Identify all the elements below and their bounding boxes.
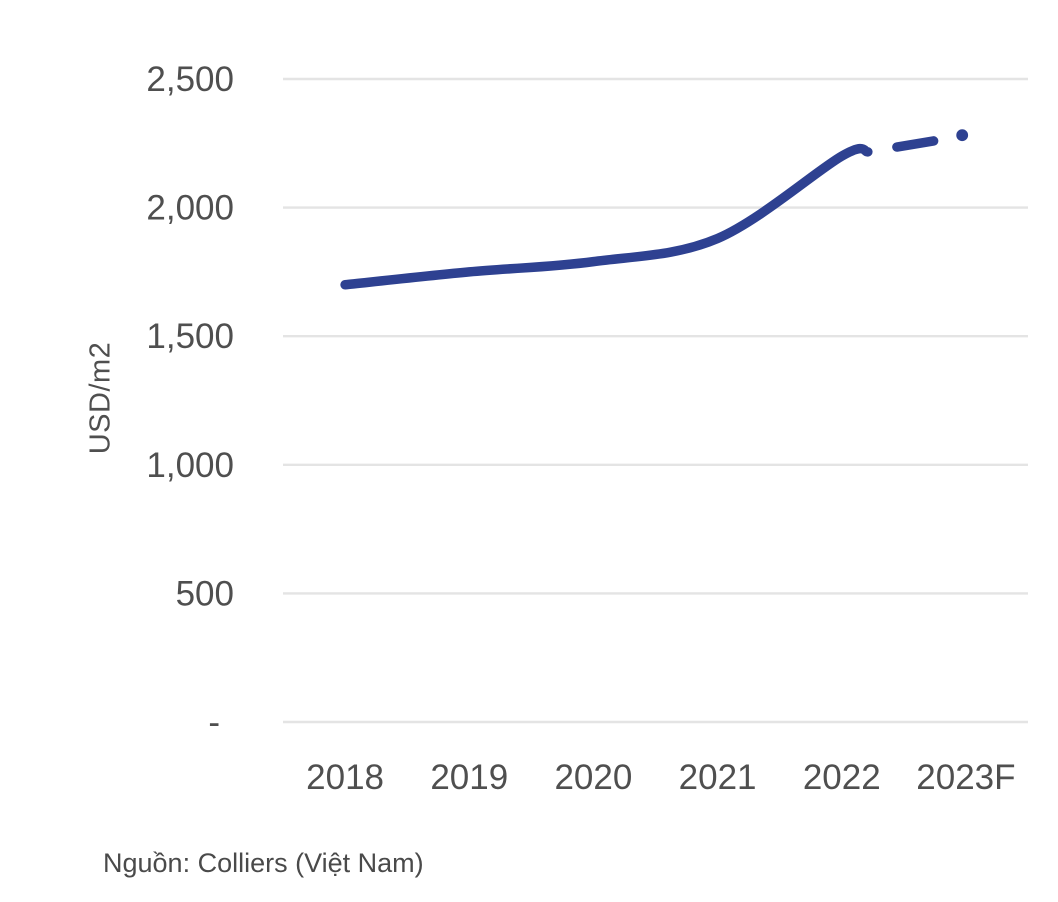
y-axis-tick-label: 2,500: [146, 60, 234, 99]
price-line-solid: [340, 143, 873, 290]
y-axis-title: USD/m2: [84, 341, 117, 455]
x-axis-tick-label: 2019: [430, 758, 508, 797]
x-axis-tick-label: 2023F: [916, 758, 1015, 797]
y-axis-tick-label: 2,000: [146, 189, 234, 228]
y-axis-tick-label: 1,000: [146, 446, 234, 485]
x-axis-tick-label: 2022: [803, 758, 881, 797]
price-line-forecast-dot: [956, 129, 969, 142]
x-axis-tick-label: 2021: [679, 758, 757, 797]
y-axis-tick-label: 1,500: [146, 317, 234, 356]
chart-canvas: 2,500 2,000 1,500 1,000 500 - 2018 2019 2020 2021…: [146, 60, 1028, 797]
x-axis-tick-label: 2020: [554, 758, 632, 797]
price-line-forecast-dash: [892, 136, 939, 152]
x-axis-tick-label: 2018: [306, 758, 384, 797]
y-axis-tick-label: -: [208, 703, 220, 742]
y-axis-tick-label: 500: [176, 574, 234, 613]
source-note: Nguồn: Colliers (Việt Nam): [103, 848, 424, 878]
